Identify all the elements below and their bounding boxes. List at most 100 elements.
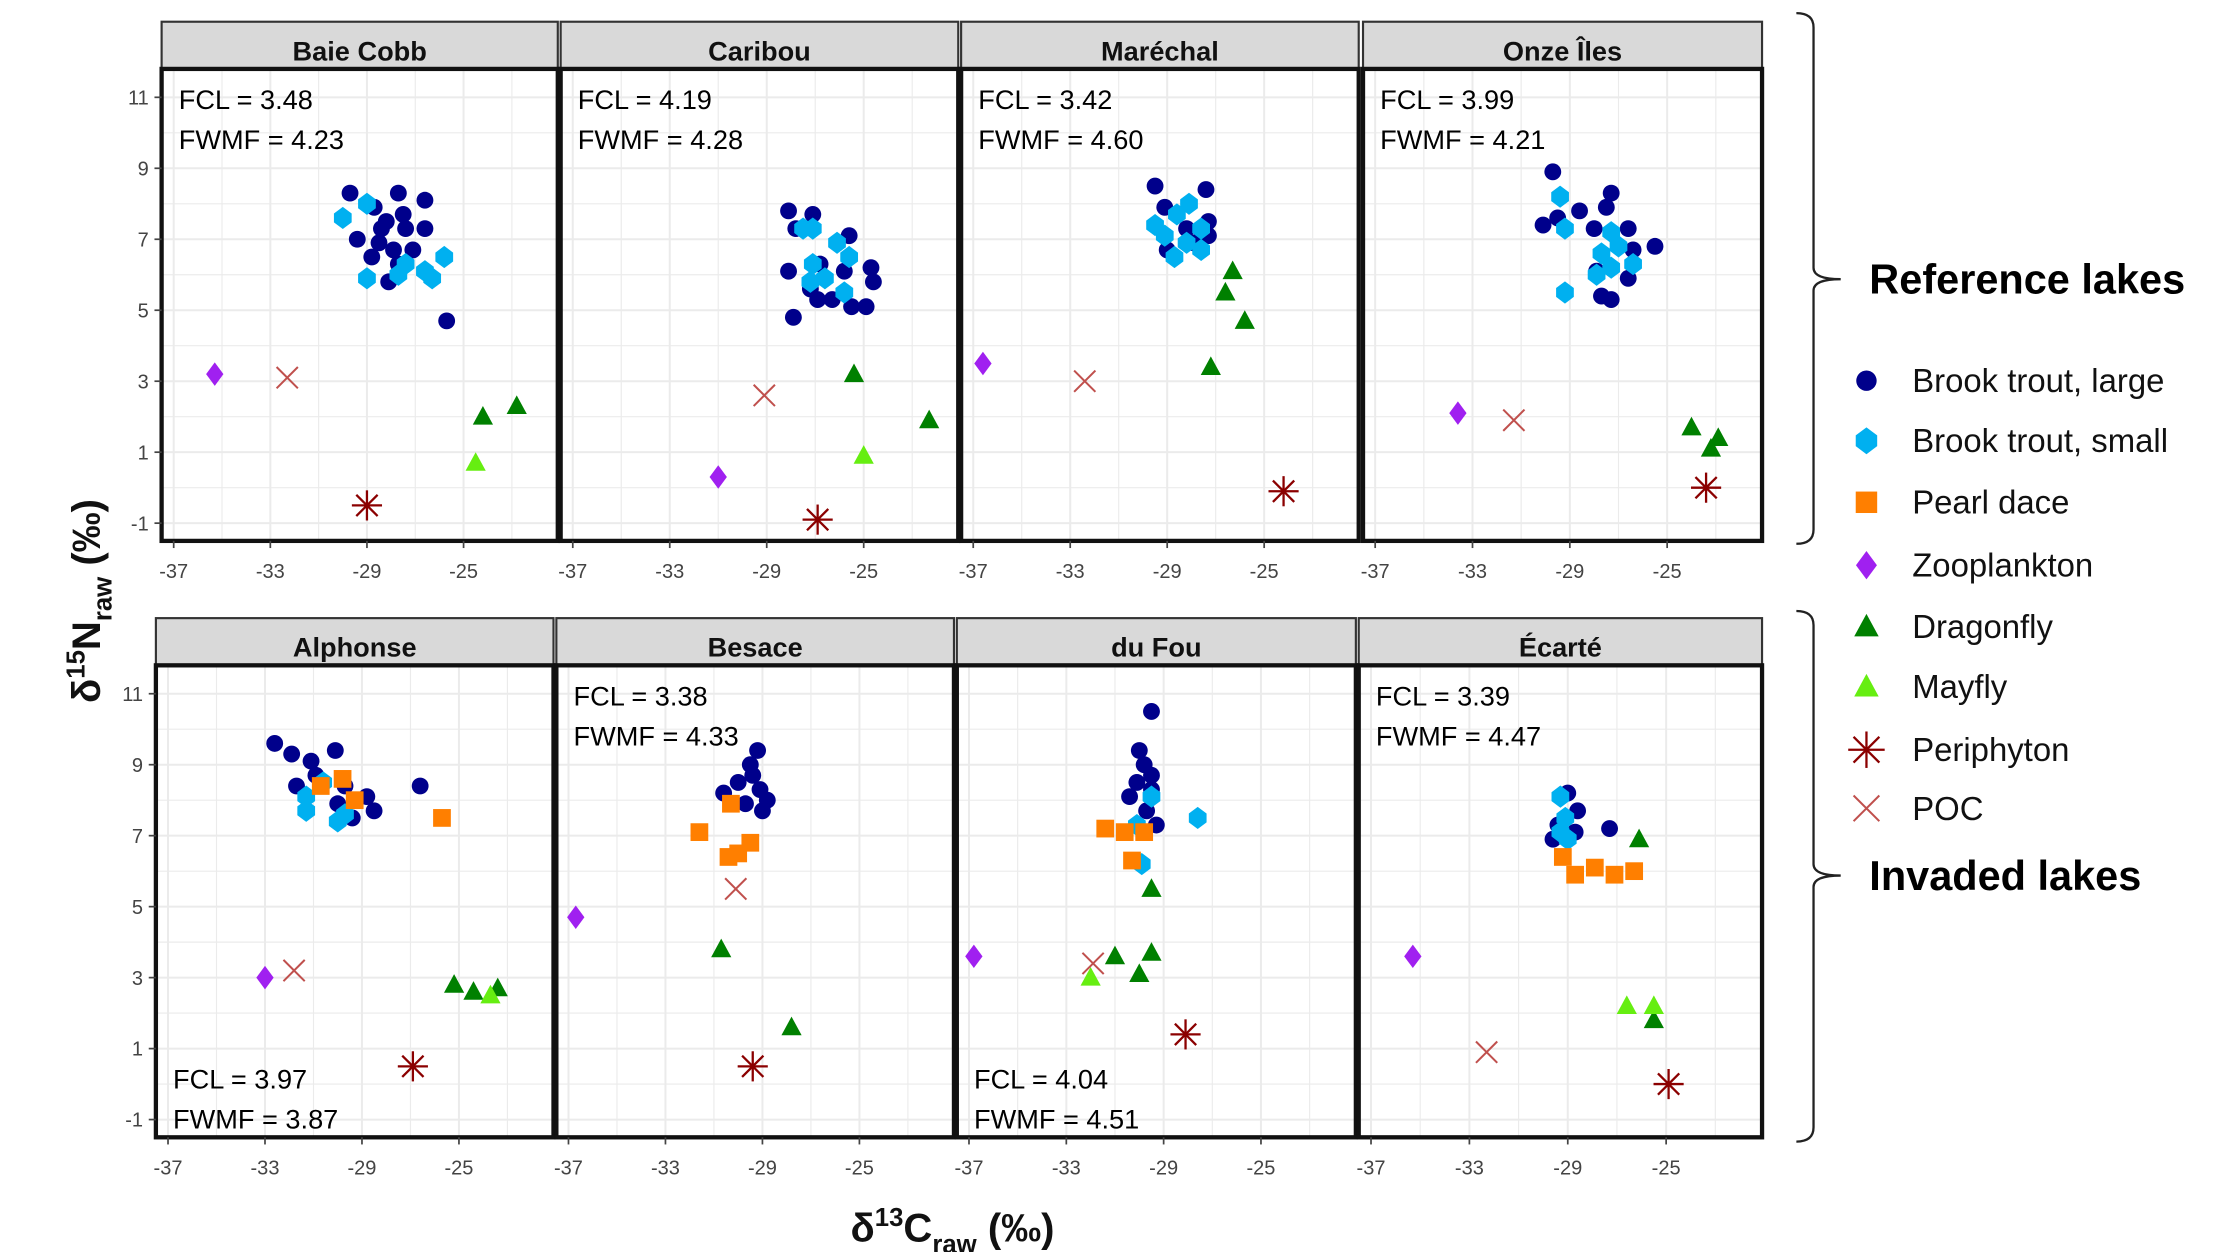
panel-alphonse: Alphonse FCL = 3.97 FWMF = 3.87 -37 -33 -29 -2… [122,617,556,1179]
legend-item-poc: POC [1852,790,1983,827]
x-tick-label: -37 [558,561,587,583]
fwmf-annotation: FWMF = 4.51 [974,1104,1139,1135]
point-dace [1096,819,1115,838]
point-dace [345,791,364,810]
point-small [828,231,846,254]
y-tick-label: 9 [132,755,143,777]
point-large [862,259,880,277]
fcl-annotation: FCL = 3.39 [1376,680,1510,711]
point-dace [722,794,740,813]
point-small [1155,224,1174,247]
fcl-annotation: FCL = 4.19 [578,84,712,115]
point-large [809,291,827,309]
panel-border [159,66,560,544]
legend-key-zoo [1855,551,1877,580]
point-dragonfly [463,981,484,1000]
point-zoo [206,362,224,386]
point-small [358,192,376,215]
point-dace [1553,848,1572,866]
point-dragonfly [919,409,940,429]
fcl-annotation: FCL = 3.42 [978,84,1112,115]
point-large [1602,184,1620,202]
facet-strip [955,617,1357,667]
y-tick-label: 7 [132,826,143,848]
point-large [780,202,797,220]
point-zoo [965,944,983,969]
point-large [749,742,767,759]
point-small [801,270,820,293]
point-large [729,774,747,791]
point-large [1646,237,1664,255]
x-tick-label: -33 [655,561,684,583]
point-mayfly [1080,966,1101,986]
x-tick-label: -33 [1056,561,1085,583]
point-periphyton [351,490,383,521]
point-small [1180,192,1198,215]
fwmf-annotation: FWMF = 4.28 [578,124,743,155]
fwmf-annotation: FWMF = 3.87 [173,1104,338,1135]
point-dragonfly [1200,356,1221,375]
point-large [1121,788,1139,806]
x-tick-label: -33 [1458,561,1487,583]
point-large [404,241,422,259]
point-mayfly [1643,995,1664,1014]
fcl-annotation: FCL = 3.48 [179,84,313,115]
x-tick-label: -37 [1361,561,1390,583]
legend-item-small: Brook trout, small [1855,422,2168,459]
panel-écarté: Écarté FCL = 3.39 FWMF = 4.47 -37 -33 -29 -25 [1357,617,1765,1179]
point-dragonfly [1643,1009,1664,1029]
point-small [435,245,454,269]
point-zoo [1404,944,1422,969]
plot-background [1358,665,1763,1138]
facet-title: Caribou [708,35,811,66]
y-tick-label: 11 [128,87,149,109]
x-tick-label: -29 [752,561,781,583]
point-large [857,298,875,316]
x-tick-label: -37 [159,561,188,583]
point-dace [1123,851,1141,870]
point-small [803,253,822,276]
legend: Brook trout, large Brook trout, small Pear… [1848,362,2168,827]
point-large [389,184,407,202]
facet-title: Onze Îles [1503,35,1622,66]
point-dragonfly [711,938,732,958]
x-tick-label: -25 [1246,1157,1275,1179]
point-large [394,205,412,223]
point-dace [1566,865,1585,884]
group-bracket-reference: Reference lakes [1796,12,2185,545]
y-tick-label: 3 [132,968,143,990]
point-poc [1475,1040,1498,1064]
point-dragonfly [1700,437,1722,457]
legend-label: Dragonfly [1912,608,2053,645]
legend-label: Pearl dace [1912,484,2069,521]
plot-background [1363,68,1763,541]
x-tick-label: -25 [444,1157,473,1179]
legend-item-zoo: Zooplankton [1855,547,2093,584]
legend-key-dragonfly [1854,613,1879,637]
point-small [840,245,859,269]
point-dace [1135,823,1154,841]
point-dace [690,823,709,841]
point-large [1602,291,1620,309]
point-small [389,263,408,286]
plot-background [161,68,558,541]
x-tick-label: -33 [1455,1157,1484,1179]
point-large [416,191,434,209]
point-small [297,785,316,808]
y-tick-label: 1 [138,442,149,464]
fwmf-annotation: FWMF = 4.23 [179,124,344,155]
y-tick-label: 1 [132,1039,143,1061]
point-dragonfly [472,406,494,425]
x-tick-label: -25 [1250,561,1279,583]
group-label: Reference lakes [1869,255,2185,302]
point-small [803,217,822,240]
x-axis-title: δ13Craw (‰) [851,1204,1055,1252]
point-small [1142,785,1161,808]
point-small [816,267,834,290]
point-dragonfly [1681,416,1702,436]
point-dace [1605,865,1624,884]
point-large [1197,181,1215,199]
point-large [1128,774,1146,791]
point-dragonfly [1628,828,1650,848]
curly-brace [1796,12,1841,545]
